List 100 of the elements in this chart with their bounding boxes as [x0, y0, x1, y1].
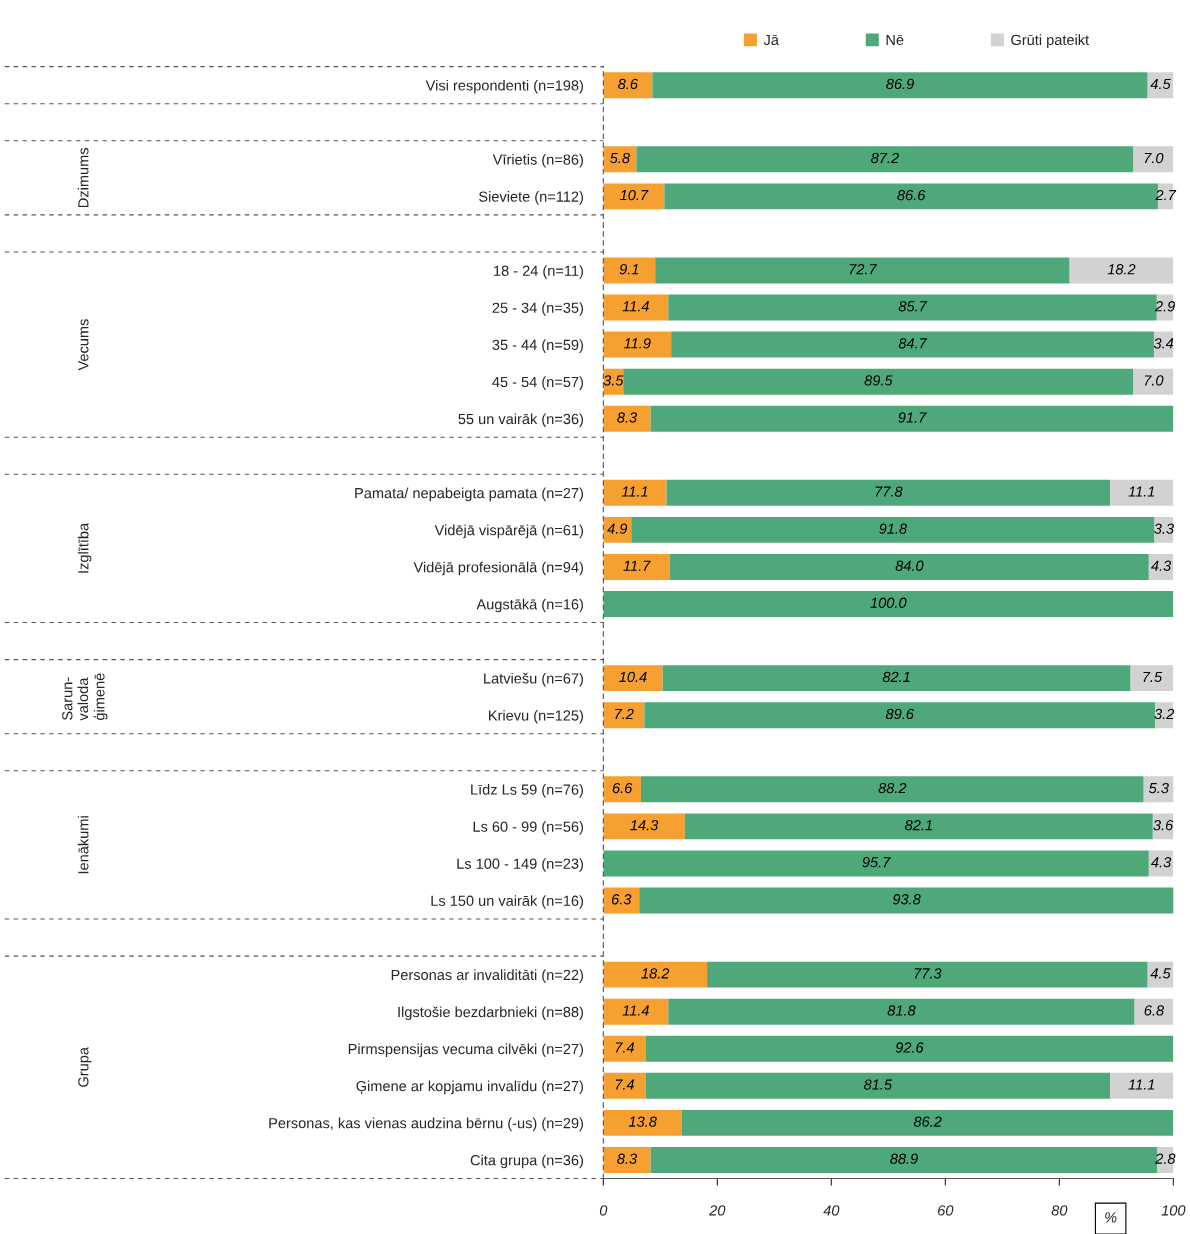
bar — [668, 998, 1135, 1025]
data-label: 9.1 — [619, 264, 639, 275]
y-tick-label: Augstākā (n=16) — [476, 598, 583, 613]
data-label: 91.7 — [898, 412, 927, 423]
y-tick-label: Vīrietis (n=86) — [492, 154, 583, 168]
y-tick-label: Personas, kas vienas audzina bērnu (-us) (n=29) — [269, 1117, 583, 1132]
data-label: 88.9 — [890, 1153, 918, 1164]
data-label: 77.8 — [875, 486, 903, 497]
y-tick-label: Latviešu (n=67) — [484, 672, 583, 687]
data-label: 95.7 — [862, 857, 891, 868]
data-label: 4.3 — [1151, 560, 1172, 571]
data-label: 86.6 — [897, 189, 926, 201]
y-tick-label: Pamata/ nepabeigta pamata (n=27) — [355, 487, 583, 502]
data-label: 8.3 — [617, 1153, 637, 1164]
data-label: 5.3 — [1149, 782, 1169, 794]
data-label: 11.7 — [623, 560, 651, 571]
bar — [603, 1109, 682, 1136]
bar — [668, 294, 1157, 321]
bar — [603, 1146, 651, 1173]
bar — [603, 553, 671, 580]
bar — [603, 591, 1174, 617]
data-label: 13.8 — [628, 1116, 657, 1127]
bar — [603, 479, 667, 506]
y-tick-label: Ls 100 - 149 (n=23) — [457, 858, 583, 872]
data-label: 7.4 — [615, 1079, 635, 1090]
data-label: 10.7 — [620, 189, 649, 201]
bar — [662, 665, 1131, 692]
legend-label: Nē — [886, 34, 904, 46]
legend-label: Grūti pateikt — [1011, 34, 1089, 48]
data-label: 82.1 — [905, 819, 932, 831]
data-label: 3.5 — [603, 375, 624, 386]
x-tick-label: 20 — [709, 1205, 726, 1216]
bar — [645, 1035, 1174, 1062]
x-axis-title: % — [1105, 1212, 1117, 1223]
y-tick-label: Krievu (n=125) — [489, 709, 583, 724]
data-label: 85.7 — [898, 301, 928, 312]
data-label: 4.5 — [1150, 968, 1171, 979]
data-label: 11.4 — [622, 301, 649, 312]
bar — [1134, 998, 1174, 1025]
bar — [640, 776, 1144, 803]
bar — [623, 368, 1134, 395]
data-label: 81.5 — [863, 1079, 893, 1090]
bar — [603, 998, 669, 1025]
bar — [603, 776, 641, 803]
data-label: 7.5 — [1143, 671, 1163, 683]
y-tick-label: Vidējā vispārējā (n=61) — [434, 524, 583, 539]
data-label: 4.5 — [1150, 78, 1171, 90]
data-label: 11.1 — [621, 486, 648, 497]
data-label: 11.1 — [1128, 1079, 1155, 1090]
data-label: 14.3 — [630, 819, 659, 831]
y-tick-label: Vidējā profesionālā (n=94) — [413, 561, 583, 576]
text: Ienākumi — [77, 816, 89, 874]
bar — [603, 665, 663, 692]
data-label: 82.1 — [882, 671, 910, 683]
y-tick-label: Ģimene ar kopjamu invalīdu (n=27) — [356, 1080, 583, 1095]
bar — [603, 72, 653, 99]
bar — [603, 146, 637, 173]
bar — [603, 813, 685, 840]
bar — [666, 479, 1111, 506]
y-tick-label: Ls 60 - 99 (n=56) — [473, 821, 583, 835]
data-label: 89.6 — [885, 708, 914, 720]
y-tick-label: 35 - 44 (n=59) — [492, 339, 583, 353]
bar — [631, 516, 1155, 543]
x-tick-label: 0 — [599, 1205, 608, 1216]
bar — [603, 1035, 646, 1062]
data-label: 3.3 — [1154, 523, 1174, 534]
data-label: 3.4 — [1153, 338, 1174, 349]
bar — [1143, 776, 1174, 803]
data-label: 10.4 — [619, 671, 647, 683]
y-tick-label: Ls 150 un vairāk (n=16) — [431, 895, 583, 909]
bar — [1148, 850, 1174, 877]
data-label: 5.8 — [610, 152, 630, 164]
y-tick-label: Līdz Ls 59 (n=76) — [471, 784, 583, 798]
legend-label: Jā — [763, 34, 779, 46]
bar — [603, 257, 656, 284]
data-label: 6.8 — [1144, 1005, 1165, 1016]
data-label: 84.0 — [895, 560, 924, 571]
bar — [603, 1072, 646, 1099]
text: Grupa — [78, 1047, 92, 1087]
data-label: 11.9 — [623, 338, 651, 349]
data-label: 18.2 — [641, 968, 670, 979]
data-label: 6.6 — [612, 782, 633, 794]
y-tick-label: 25 - 34 (n=35) — [492, 302, 583, 316]
bar — [1110, 479, 1174, 506]
bar — [603, 183, 665, 210]
bar — [603, 294, 669, 321]
y-tick-label: 55 un vairāk (n=36) — [458, 413, 583, 428]
text: Dzimums — [77, 147, 89, 207]
data-label: 7.2 — [615, 708, 634, 719]
data-label: 7.4 — [615, 1042, 635, 1053]
bar — [1133, 146, 1174, 173]
data-label: 93.8 — [892, 894, 921, 905]
bar — [707, 961, 1148, 988]
bar — [1110, 1072, 1174, 1099]
data-label: 100.0 — [870, 597, 907, 608]
data-label: 3.6 — [1153, 819, 1174, 831]
data-label: 81.8 — [887, 1005, 916, 1016]
data-label: 8.3 — [617, 412, 637, 423]
text: Vecums — [78, 319, 89, 371]
data-label: 7.0 — [1144, 375, 1164, 386]
